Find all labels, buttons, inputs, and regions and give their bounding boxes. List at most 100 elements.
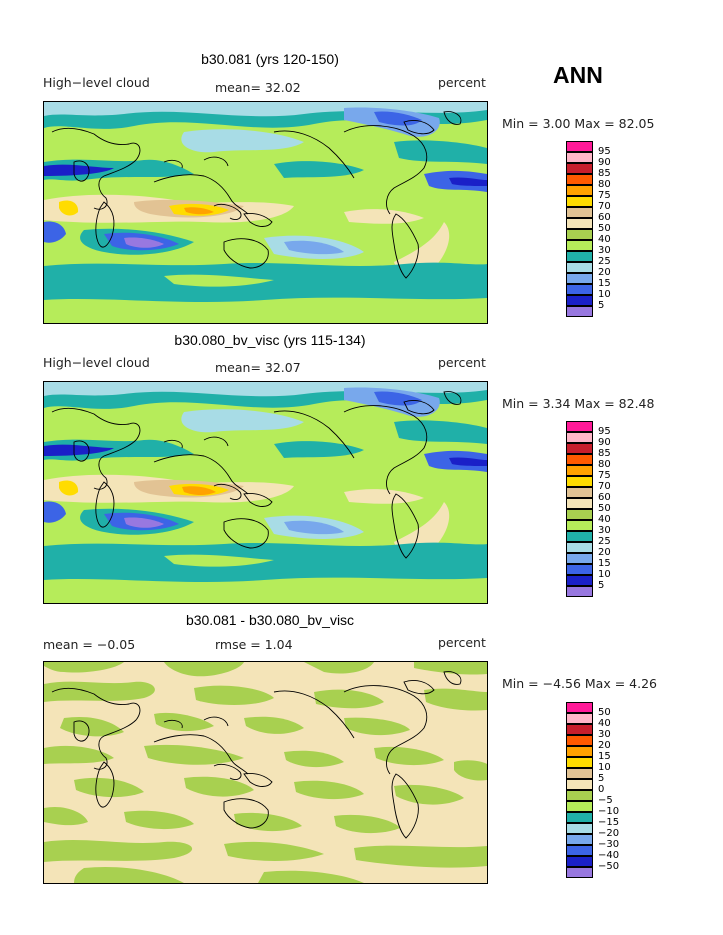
- colorbar-swatch: [566, 498, 593, 509]
- colorbar-swatch: [566, 724, 593, 735]
- colorbar-swatch: [566, 251, 593, 262]
- colorbar-tick-label: 30: [598, 245, 611, 256]
- colorbar-swatch: [566, 801, 593, 812]
- panel-1-coastlines: [51, 111, 462, 279]
- panel-2-min-max: Min = 3.34 Max = 82.48: [502, 396, 655, 411]
- panel-3-mean-label: mean = −0.05: [43, 637, 136, 652]
- colorbar-swatch: [566, 823, 593, 834]
- colorbar-swatch: [566, 586, 593, 597]
- colorbar-tick-label: 5: [598, 773, 605, 784]
- colorbar-tick-label: 90: [598, 157, 611, 168]
- panel-2-colorbar: 95 90 85 80 75 70 60 50 40 30 25 20 15 10 5: [566, 421, 626, 597]
- colorbar-tick-label: −20: [598, 828, 620, 839]
- colorbar-swatch: [566, 141, 593, 152]
- colorbar-swatch: [566, 509, 593, 520]
- colorbar-tick-label: 95: [598, 426, 611, 437]
- colorbar-tick-label: 20: [598, 267, 611, 278]
- colorbar-swatch: [566, 262, 593, 273]
- colorbar-swatch: [566, 421, 593, 432]
- panel-2-mean-label: mean= 32.07: [215, 360, 301, 375]
- panel-2-contour-field: [44, 382, 487, 603]
- colorbar-swatch: [566, 443, 593, 454]
- colorbar-tick-label: 30: [598, 729, 611, 740]
- colorbar-tick-label: 20: [598, 740, 611, 751]
- panel-3-contour-field: [44, 662, 487, 883]
- colorbar-swatch: [566, 520, 593, 531]
- colorbar-swatch: [566, 207, 593, 218]
- season-label: ANN: [553, 62, 603, 88]
- colorbar-tick-label: 10: [598, 569, 611, 580]
- colorbar-swatch: [566, 454, 593, 465]
- colorbar-swatch: [566, 757, 593, 768]
- colorbar-swatch: [566, 284, 593, 295]
- colorbar-tick-label: −40: [598, 850, 620, 861]
- colorbar-tick-label: 95: [598, 146, 611, 157]
- colorbar-swatch: [566, 273, 593, 284]
- colorbar-swatch: [566, 163, 593, 174]
- colorbar-tick-label: 75: [598, 190, 611, 201]
- colorbar-swatch: [566, 240, 593, 251]
- colorbar-tick-label: 5: [598, 580, 605, 591]
- colorbar-tick-label: 30: [598, 525, 611, 536]
- colorbar-swatch: [566, 812, 593, 823]
- colorbar-tick-label: 10: [598, 762, 611, 773]
- colorbar-tick-label: 40: [598, 718, 611, 729]
- panel-2-variable-label: High−level cloud: [43, 355, 150, 370]
- colorbar-tick-label: 15: [598, 278, 611, 289]
- colorbar-tick-label: 60: [598, 492, 611, 503]
- colorbar-tick-label: 20: [598, 547, 611, 558]
- colorbar-tick-label: 5: [598, 300, 605, 311]
- colorbar-tick-label: 70: [598, 481, 611, 492]
- colorbar-tick-label: 80: [598, 179, 611, 190]
- panel-1-colorbar: 95 90 85 80 75 70 60 50 40 30 25 20 15 10 5: [566, 141, 626, 317]
- colorbar-tick-label: −15: [598, 817, 620, 828]
- colorbar-swatch: [566, 465, 593, 476]
- colorbar-swatch: [566, 185, 593, 196]
- panel-3-min-max: Min = −4.56 Max = 4.26: [502, 676, 657, 691]
- colorbar-swatch: [566, 713, 593, 724]
- colorbar-tick-label: 85: [598, 448, 611, 459]
- colorbar-tick-label: −30: [598, 839, 620, 850]
- panel-3-units-label: percent: [438, 635, 486, 650]
- colorbar-swatch: [566, 856, 593, 867]
- colorbar-tick-label: 40: [598, 514, 611, 525]
- panel-1-title: b30.081 (yrs 120-150): [201, 51, 339, 67]
- colorbar-swatch: [566, 487, 593, 498]
- colorbar-swatch: [566, 306, 593, 317]
- panel-1-mean-label: mean= 32.02: [215, 80, 301, 95]
- colorbar-tick-label: 25: [598, 256, 611, 267]
- colorbar-swatch: [566, 746, 593, 757]
- panel-3-title: b30.081 - b30.080_bv_visc: [185, 612, 355, 628]
- colorbar-swatch: [566, 229, 593, 240]
- panel-1-min-max: Min = 3.00 Max = 82.05: [502, 116, 655, 131]
- panel-2-units-label: percent: [438, 355, 486, 370]
- colorbar-swatch: [566, 867, 593, 878]
- colorbar-tick-label: 50: [598, 223, 611, 234]
- colorbar-swatch: [566, 196, 593, 207]
- colorbar-tick-label: 25: [598, 536, 611, 547]
- colorbar-tick-label: 70: [598, 201, 611, 212]
- colorbar-swatch: [566, 152, 593, 163]
- panel-3-colorbar: 50 40 30 20 15 10 5 0 −5 −10 −15 −20 −30 −40 −50: [566, 702, 626, 878]
- colorbar-swatch: [566, 553, 593, 564]
- colorbar-tick-label: 10: [598, 289, 611, 300]
- colorbar-swatch: [566, 174, 593, 185]
- panel-3-rmse-label: rmse = 1.04: [215, 637, 293, 652]
- panel-2-map: [43, 381, 488, 604]
- panel-3-map: [43, 661, 488, 884]
- colorbar-tick-label: 40: [598, 234, 611, 245]
- panel-2-title: b30.080_bv_visc (yrs 115-134): [174, 332, 366, 348]
- colorbar-tick-label: 15: [598, 751, 611, 762]
- colorbar-swatch: [566, 735, 593, 746]
- colorbar-tick-label: 50: [598, 707, 611, 718]
- colorbar-tick-label: −50: [598, 861, 620, 872]
- panel-3-coastlines: [51, 671, 462, 839]
- colorbar-swatch: [566, 295, 593, 306]
- panel-1-variable-label: High−level cloud: [43, 75, 150, 90]
- colorbar-swatch: [566, 702, 593, 713]
- panel-1-map: [43, 101, 488, 324]
- colorbar-swatch: [566, 531, 593, 542]
- panel-1-contour-field: [44, 102, 487, 323]
- colorbar-tick-label: −5: [598, 795, 613, 806]
- colorbar-tick-label: 0: [598, 784, 605, 795]
